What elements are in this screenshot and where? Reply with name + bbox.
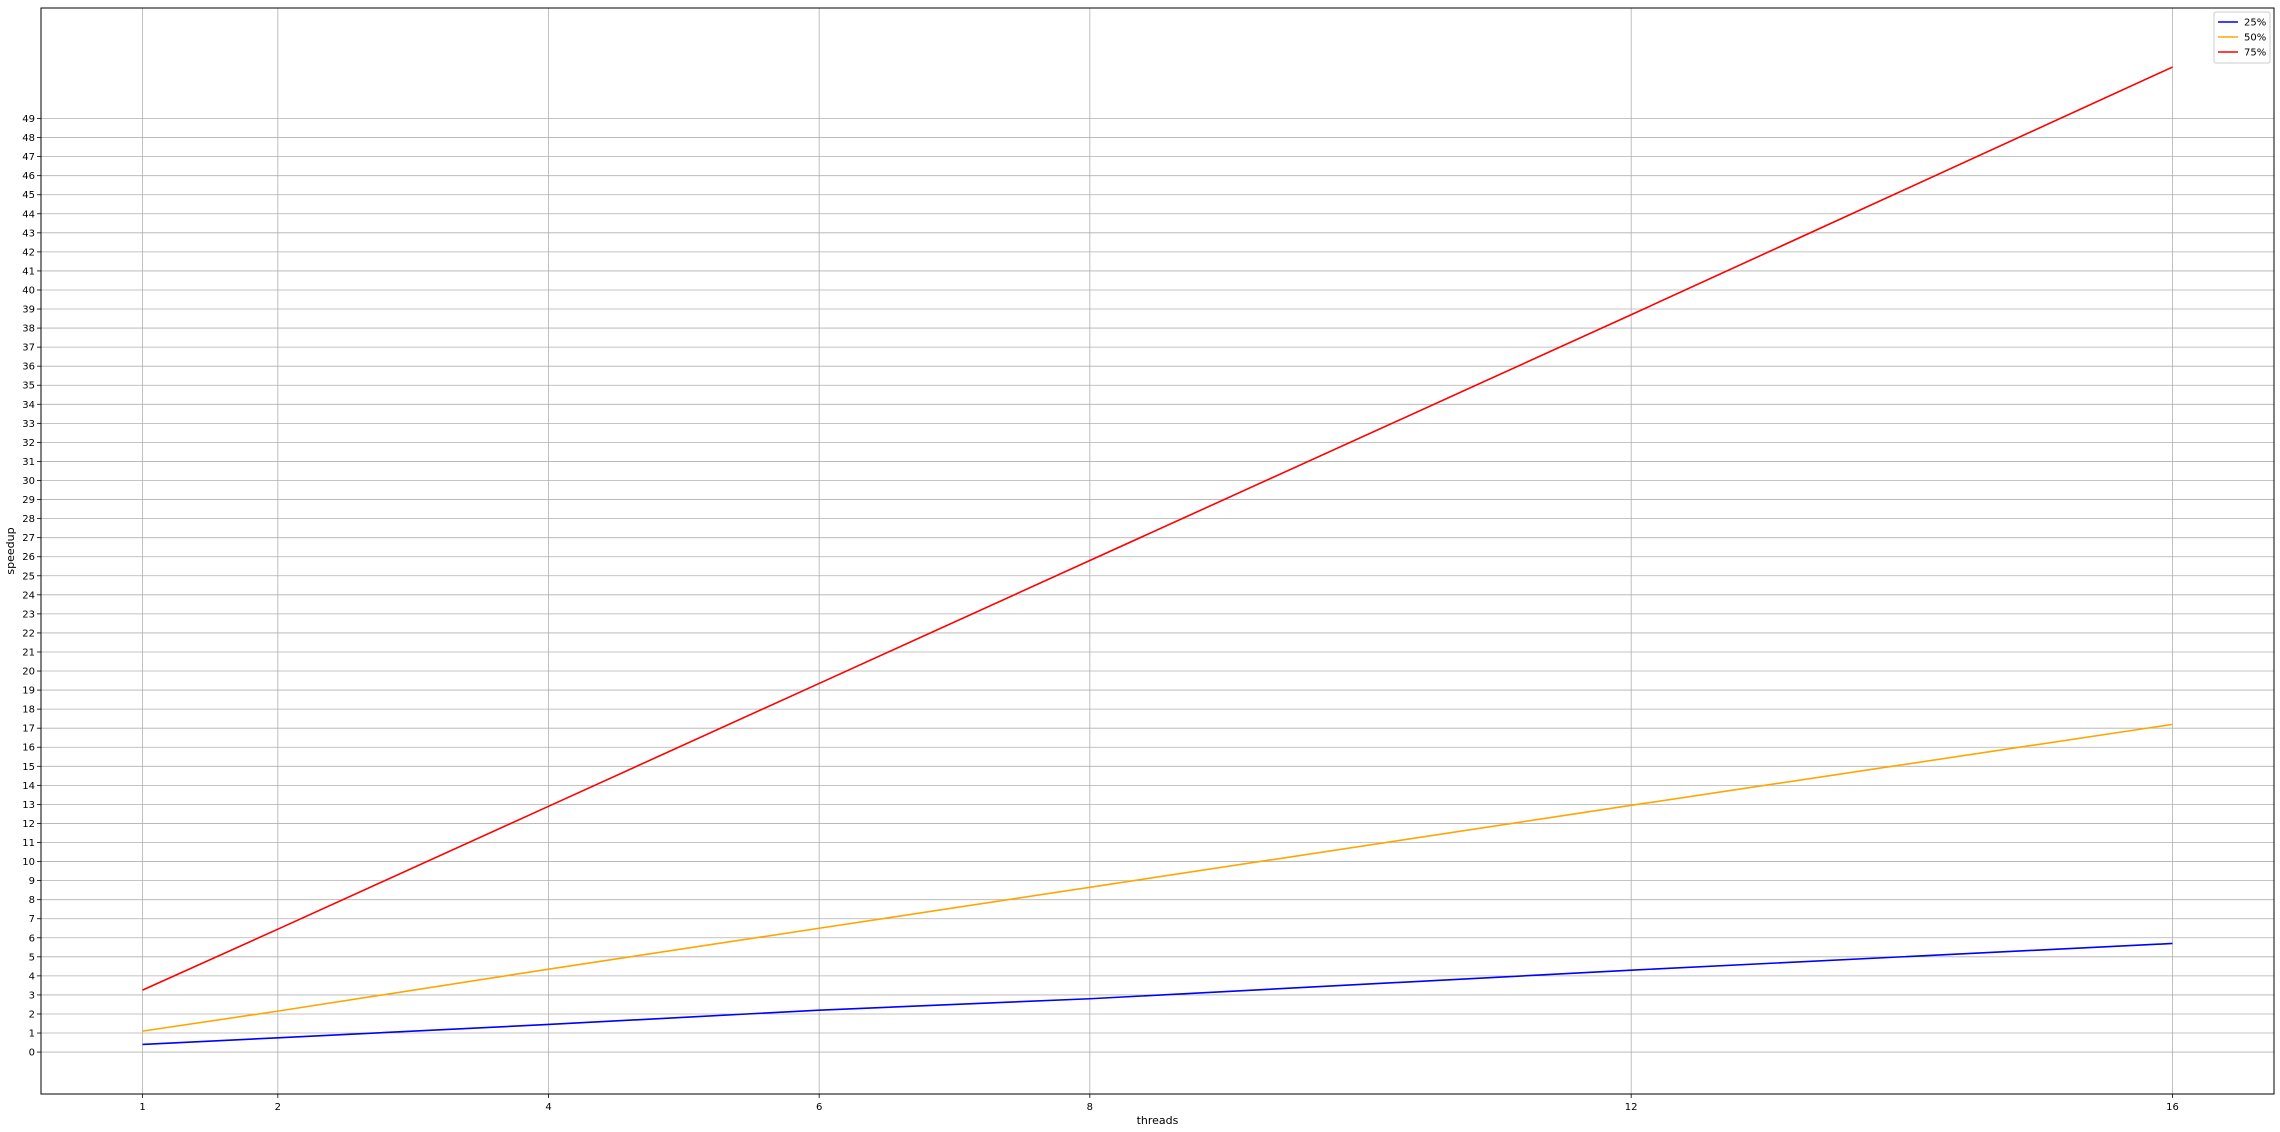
y-tick-label: 31: [22, 457, 35, 468]
x-tick-label: 16: [2166, 1102, 2179, 1113]
y-tick-label: 6: [29, 933, 35, 944]
y-tick-label: 11: [22, 838, 35, 849]
y-tick-label: 24: [22, 590, 35, 601]
y-tick-label: 32: [22, 438, 35, 449]
y-tick-label: 9: [29, 876, 35, 887]
series-lines: [142, 66, 2173, 1046]
plot-frame: [40, 7, 2275, 1095]
y-tick-label: 43: [22, 228, 35, 239]
y-tick-label: 13: [22, 800, 35, 811]
y-tick-label: 33: [22, 419, 35, 430]
y-axis-label: speedup: [4, 527, 17, 574]
y-tick-label: 39: [22, 305, 35, 316]
y-tick-label: 27: [22, 533, 35, 544]
y-tick-label: 26: [22, 552, 35, 563]
y-tick-label: 48: [22, 133, 35, 144]
y-tick-label: 19: [22, 686, 35, 697]
legend-label: 75%: [2244, 48, 2266, 59]
y-tick-label: 49: [22, 114, 35, 125]
y-tick-label: 23: [22, 609, 35, 620]
series-line-75pct: [142, 66, 2173, 991]
y-tick-label: 14: [22, 781, 35, 792]
y-tick-label: 2: [29, 1009, 35, 1020]
y-tick-label: 28: [22, 514, 35, 525]
y-tick-label: 22: [22, 628, 35, 639]
y-tick-label: 42: [22, 247, 35, 258]
legend-box: [2213, 11, 2271, 64]
y-tick-label: 41: [22, 266, 35, 277]
y-tick-label: 3: [29, 990, 35, 1001]
legend: 25% 50% 75%: [2213, 11, 2271, 64]
x-axis-label: threads: [1137, 1114, 1179, 1127]
y-tick-label: 20: [22, 667, 35, 678]
x-tick-label: 8: [1087, 1102, 1093, 1113]
y-tick-label: 35: [22, 381, 35, 392]
y-tick-label: 30: [22, 476, 35, 487]
x-tick-label: 6: [816, 1102, 822, 1113]
y-tick-label: 8: [29, 895, 35, 906]
x-axis-ticks: 1 2 4 6 8 12 16: [139, 1094, 2179, 1113]
y-tick-label: 10: [22, 857, 35, 868]
y-tick-label: 47: [22, 152, 35, 163]
y-tick-label: 46: [22, 171, 35, 182]
y-tick-label: 0: [29, 1048, 35, 1059]
series-line-25pct: [142, 942, 2173, 1046]
y-tick-label: 21: [22, 647, 35, 658]
series-line-50pct: [142, 723, 2173, 1032]
y-tick-label: 29: [22, 495, 35, 506]
y-tick-label: 18: [22, 705, 35, 716]
grid-lines: [41, 8, 2274, 1094]
y-tick-label: 16: [22, 743, 35, 754]
y-tick-label: 25: [22, 571, 35, 582]
x-tick-label: 2: [275, 1102, 281, 1113]
y-tick-label: 12: [22, 819, 35, 830]
x-tick-label: 4: [545, 1102, 551, 1113]
y-tick-label: 44: [22, 209, 35, 220]
y-tick-label: 5: [29, 952, 35, 963]
x-tick-label: 12: [1625, 1102, 1638, 1113]
y-axis-ticks: 0123456789101112131415161718192021222324…: [22, 114, 41, 1059]
y-tick-label: 17: [22, 724, 35, 735]
y-tick-label: 45: [22, 190, 35, 201]
y-tick-label: 37: [22, 343, 35, 354]
y-tick-label: 15: [22, 762, 35, 773]
y-tick-label: 36: [22, 362, 35, 373]
legend-label: 25%: [2244, 18, 2266, 29]
y-tick-label: 4: [29, 971, 35, 982]
y-tick-label: 1: [29, 1029, 35, 1040]
y-tick-label: 7: [29, 914, 35, 925]
y-tick-label: 38: [22, 324, 35, 335]
y-tick-label: 40: [22, 285, 35, 296]
legend-label: 50%: [2244, 33, 2266, 44]
y-tick-label: 34: [22, 400, 35, 411]
x-tick-label: 1: [139, 1102, 145, 1113]
